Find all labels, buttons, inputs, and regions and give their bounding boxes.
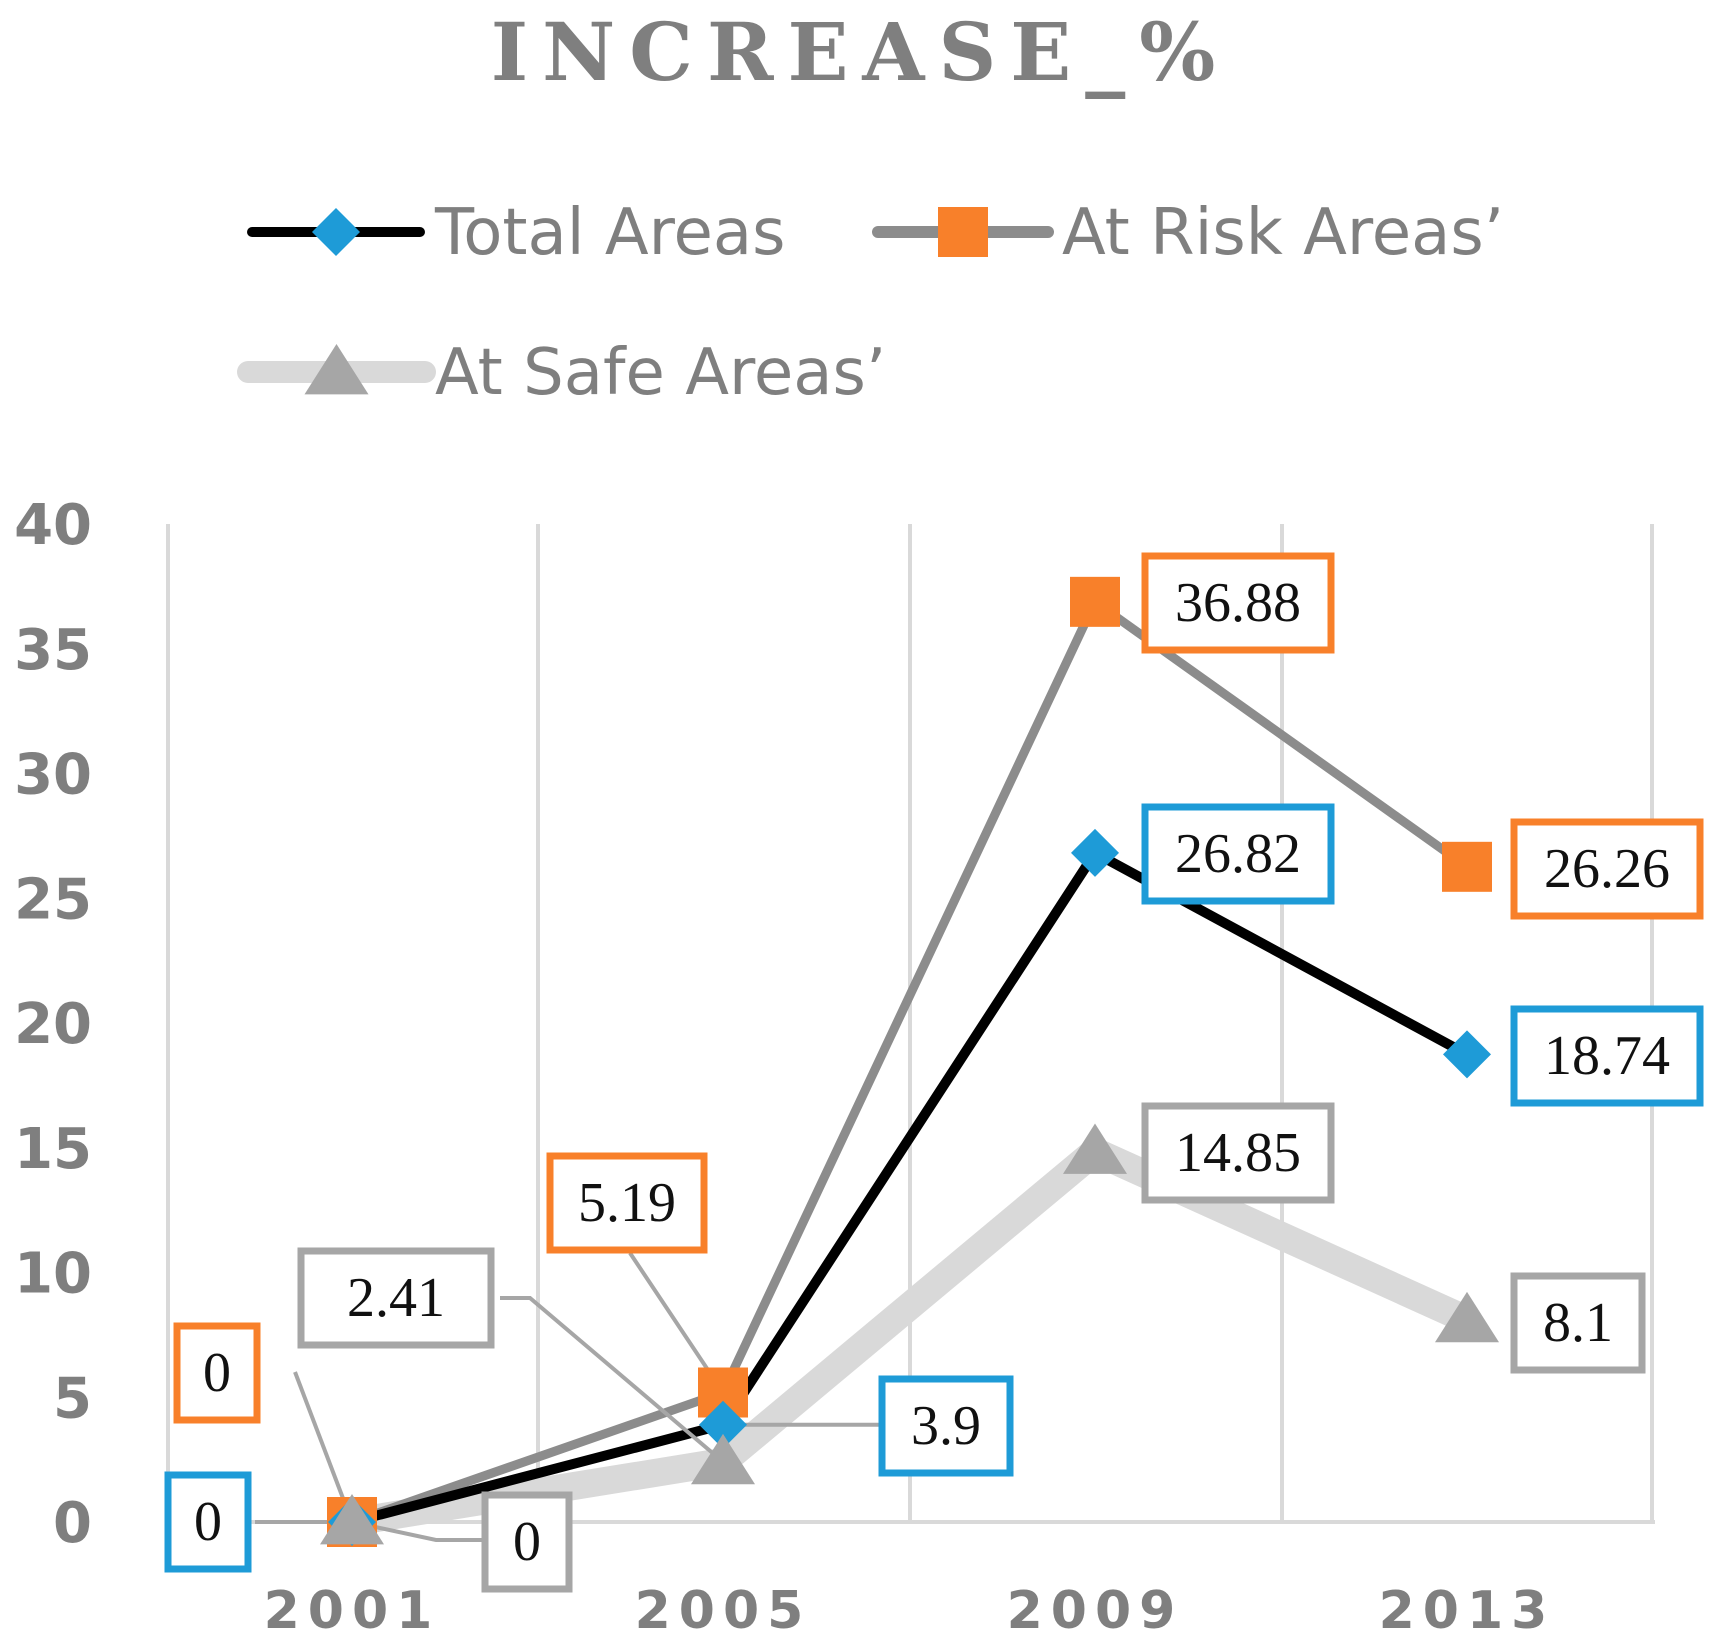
legend-label-3: At Safe Areas’: [435, 336, 886, 410]
label-leader-lines: [255, 1251, 880, 1542]
gridlines: [165, 524, 1655, 1524]
y-tick-label: 40: [14, 493, 92, 558]
data-label-box: [297, 1247, 495, 1349]
data-label-2-2001: 0: [173, 1322, 261, 1424]
data-label-text: 8.1: [1543, 1292, 1613, 1354]
leader-safe-2005: [500, 1296, 725, 1464]
data-label-2-2005: 5.19: [546, 1152, 708, 1254]
data-label-text: 5.19: [578, 1172, 676, 1234]
legend-marker-2: [938, 207, 988, 257]
legend-marker-1: [312, 208, 360, 256]
y-tick-label: 35: [14, 618, 92, 683]
data-label-box: [1141, 803, 1335, 905]
y-tick-label: 0: [53, 1491, 92, 1556]
marker-triangle-2001: [320, 1494, 384, 1545]
legend: Total Areas At Risk Areas’ At Safe Areas’: [237, 196, 1504, 410]
data-label-text: 2.41: [347, 1267, 445, 1329]
leader-safe-2001: [351, 1520, 482, 1542]
y-axis: 0 5 10 15 20 25 30 35 40: [14, 493, 92, 1556]
data-label-text: 36.88: [1175, 572, 1301, 634]
data-label-text: 0: [513, 1511, 541, 1573]
data-label-3-2013: 8.1: [1510, 1272, 1646, 1374]
data-label-1-2009: 26.82: [1141, 803, 1335, 905]
data-label-3-2001: 0: [481, 1491, 573, 1593]
data-label-box: [1510, 818, 1704, 920]
data-label-box: [1141, 1102, 1335, 1204]
marker-triangle-2005: [691, 1433, 755, 1485]
marker-triangle-2009: [1063, 1123, 1127, 1174]
data-label-1-2005: 3.9: [878, 1375, 1014, 1477]
data-label-box: [1510, 1272, 1646, 1374]
legend-marker-3: [304, 344, 369, 395]
data-label-text: 18.74: [1544, 1025, 1670, 1087]
y-tick-label: 10: [14, 1242, 92, 1307]
chart-title: INCREASE_%: [491, 5, 1230, 99]
y-tick-label: 25: [14, 867, 92, 932]
data-labels: 0 3.9 26.82 18.74 0 5.19 36.88 26.26 0 2.41 14.85 8…: [164, 552, 1704, 1593]
marker-diamond-2013: [1443, 1030, 1491, 1079]
data-label-box: [1510, 1005, 1704, 1107]
y-tick-label: 30: [14, 743, 92, 808]
data-label-text: 26.82: [1175, 823, 1301, 885]
series-markers: [320, 576, 1499, 1547]
series-line-1: [347, 847, 1472, 1527]
data-label-2-2009: 36.88: [1141, 552, 1335, 654]
marker-square-2009: [1070, 576, 1120, 627]
data-label-1-2001: 0: [164, 1471, 252, 1573]
x-tick-label: 2013: [1379, 1581, 1556, 1641]
marker-diamond-2005: [699, 1400, 747, 1449]
data-label-box: [878, 1375, 1014, 1477]
y-tick-label: 15: [14, 1117, 92, 1182]
data-label-box: [481, 1491, 573, 1593]
data-label-2-2013: 26.26: [1510, 818, 1704, 920]
x-tick-label: 2001: [264, 1581, 441, 1641]
legend-label-2: At Risk Areas’: [1062, 196, 1504, 270]
y-tick-label: 20: [14, 992, 92, 1057]
marker-square-2013: [1442, 841, 1492, 892]
marker-triangle-2013: [1435, 1291, 1499, 1343]
data-label-1-2013: 18.74: [1510, 1005, 1704, 1107]
data-label-text: 3.9: [911, 1395, 981, 1457]
data-label-box: [173, 1322, 261, 1424]
data-label-box: [1141, 552, 1335, 654]
data-label-text: 14.85: [1175, 1122, 1301, 1184]
data-label-box: [164, 1471, 252, 1573]
x-axis: 2001 2005 2009 2013: [264, 1581, 1556, 1641]
data-label-3-2005: 2.41: [297, 1247, 495, 1349]
legend-label-1: Total Areas: [434, 196, 785, 270]
data-label-text: 0: [194, 1491, 222, 1553]
x-tick-label: 2005: [635, 1581, 812, 1641]
y-tick-label: 5: [53, 1366, 92, 1431]
data-label-3-2009: 14.85: [1141, 1102, 1335, 1204]
marker-diamond-2009: [1071, 828, 1119, 877]
data-label-box: [546, 1152, 708, 1254]
x-tick-label: 2009: [1007, 1581, 1184, 1641]
data-label-text: 0: [203, 1342, 231, 1404]
series-line-2: [347, 597, 1472, 1527]
data-label-text: 26.26: [1544, 838, 1670, 900]
